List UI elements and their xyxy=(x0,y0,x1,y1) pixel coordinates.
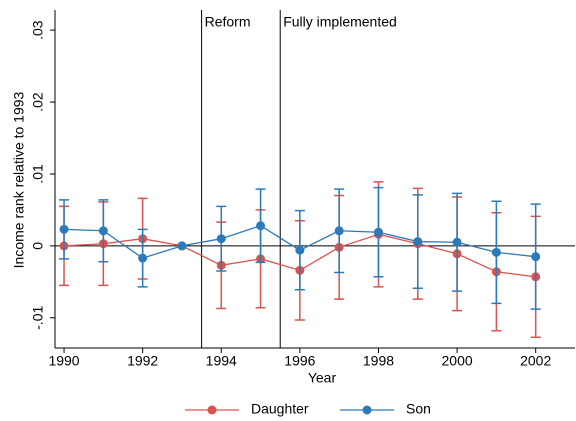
point xyxy=(491,247,501,257)
x-tick-label: 1990 xyxy=(48,353,79,369)
y-tick-label: .03 xyxy=(30,20,46,40)
y-tick-label: .01 xyxy=(30,164,46,184)
y-tick-label: 0 xyxy=(30,242,46,250)
x-axis-title: Year xyxy=(308,370,337,386)
legend-label: Son xyxy=(406,401,431,417)
legend-marker xyxy=(362,405,372,415)
y-tick-label: .02 xyxy=(30,92,46,112)
point xyxy=(138,253,148,263)
legend-marker xyxy=(207,405,217,415)
y-axis-title: Income rank relative to 1993 xyxy=(11,91,27,268)
x-tick-label: 2002 xyxy=(520,353,551,369)
x-tick-label: 1992 xyxy=(127,353,158,369)
point xyxy=(216,234,226,244)
point xyxy=(452,237,462,247)
point xyxy=(177,241,187,251)
point xyxy=(295,245,305,255)
point xyxy=(98,226,108,236)
point xyxy=(59,224,69,234)
point xyxy=(413,237,423,247)
y-tick-label: -.01 xyxy=(30,306,46,330)
x-tick-label: 1994 xyxy=(206,353,237,369)
legend-label: Daughter xyxy=(251,401,309,417)
point xyxy=(531,252,541,262)
point xyxy=(373,227,383,237)
point xyxy=(256,221,266,231)
event-label: Reform xyxy=(205,14,251,30)
event-label: Fully implemented xyxy=(283,14,397,30)
point xyxy=(334,226,344,236)
x-tick-label: 1996 xyxy=(284,353,315,369)
x-tick-label: 2000 xyxy=(442,353,473,369)
x-tick-label: 1998 xyxy=(363,353,394,369)
